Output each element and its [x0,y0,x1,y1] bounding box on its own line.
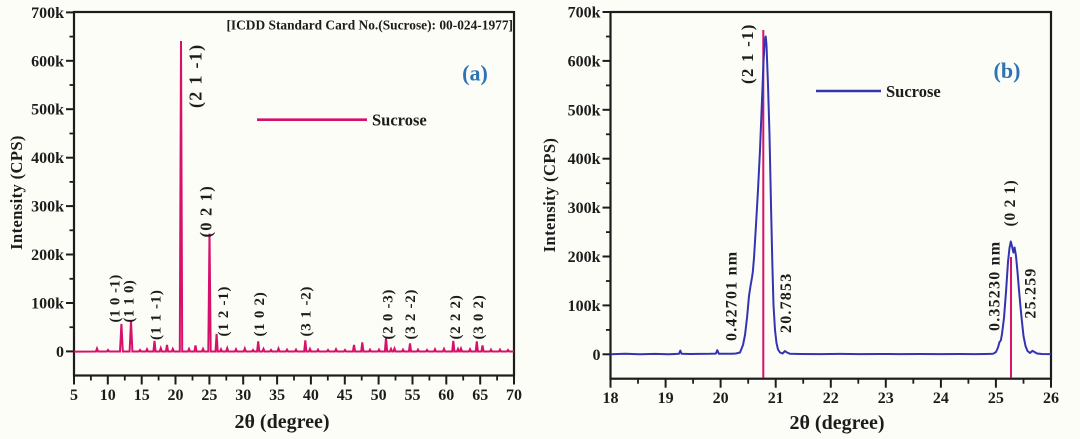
svg-text:65: 65 [472,387,488,404]
svg-text:35: 35 [269,387,285,404]
svg-text:22: 22 [823,390,839,407]
svg-text:(2 2 2): (2 2 2) [448,295,464,340]
svg-text:0.42701 nm: 0.42701 nm [724,251,741,341]
svg-text:0: 0 [593,347,601,364]
svg-text:200k: 200k [31,247,64,264]
svg-text:(0 2 1): (0 2 1) [1002,180,1019,227]
svg-text:500k: 500k [568,102,601,119]
svg-text:25.259: 25.259 [1023,267,1040,318]
svg-text:30: 30 [235,387,251,404]
svg-text:(b): (b) [994,58,1021,83]
svg-text:300k: 300k [568,200,601,217]
svg-text:[ICDD Standard Card No.(Sucros: [ICDD Standard Card No.(Sucrose): 00-024… [226,17,513,32]
svg-text:100k: 100k [568,298,601,315]
svg-text:24: 24 [933,390,949,407]
svg-text:Intensity (CPS): Intensity (CPS) [540,138,559,253]
svg-text:55: 55 [405,387,421,404]
svg-text:(a): (a) [462,61,488,86]
svg-text:40: 40 [303,387,319,404]
svg-text:100k: 100k [31,296,64,313]
svg-text:600k: 600k [568,53,601,70]
svg-text:18: 18 [603,390,619,407]
svg-text:700k: 700k [568,5,601,22]
svg-text:23: 23 [878,390,894,407]
svg-text:21: 21 [768,390,784,407]
svg-text:15: 15 [134,387,150,404]
svg-text:(2 1 -1): (2 1 -1) [186,44,207,108]
svg-text:25: 25 [201,387,217,404]
svg-text:600k: 600k [31,53,64,70]
svg-text:400k: 400k [568,151,601,168]
svg-text:10: 10 [100,387,116,404]
svg-text:2θ (degree): 2θ (degree) [234,411,329,433]
svg-text:700k: 700k [31,5,64,22]
svg-text:25: 25 [988,390,1004,407]
svg-text:2θ (degree): 2θ (degree) [789,412,884,434]
svg-text:5: 5 [70,387,78,404]
svg-text:0.35230 nm: 0.35230 nm [986,241,1003,331]
svg-text:60: 60 [438,387,454,404]
svg-text:(2 1 -1): (2 1 -1) [738,23,757,84]
svg-text:400k: 400k [31,150,64,167]
svg-text:(3 1 -2): (3 1 -2) [299,286,315,337]
svg-text:20.7853: 20.7853 [778,273,795,333]
svg-text:(1 0 2): (1 0 2) [252,292,268,337]
svg-text:(1 1 -1): (1 1 -1) [149,289,165,340]
svg-text:20: 20 [713,390,729,407]
svg-text:(3 0 2): (3 0 2) [471,295,487,340]
svg-text:200k: 200k [568,249,601,266]
svg-text:70: 70 [506,387,522,404]
svg-text:20: 20 [168,387,184,404]
svg-text:(1 1 0): (1 1 0) [122,280,138,323]
svg-text:(0 2 1): (0 2 1) [197,185,216,237]
svg-text:(1 0 -1): (1 0 -1) [107,274,123,322]
svg-text:45: 45 [337,387,353,404]
svg-text:(1 2 -1): (1 2 -1) [216,286,232,337]
svg-text:500k: 500k [31,102,64,119]
svg-text:300k: 300k [31,199,64,216]
svg-text:Sucrose: Sucrose [372,110,427,129]
svg-text:(2 0 -3): (2 0 -3) [381,289,397,340]
svg-text:0: 0 [56,344,64,361]
svg-text:50: 50 [371,387,387,404]
svg-text:(3 2 -2): (3 2 -2) [403,289,419,340]
svg-text:Sucrose: Sucrose [886,82,941,101]
svg-text:19: 19 [658,390,674,407]
svg-text:26: 26 [1043,390,1059,407]
svg-text:Intensity (CPS): Intensity (CPS) [7,135,26,250]
